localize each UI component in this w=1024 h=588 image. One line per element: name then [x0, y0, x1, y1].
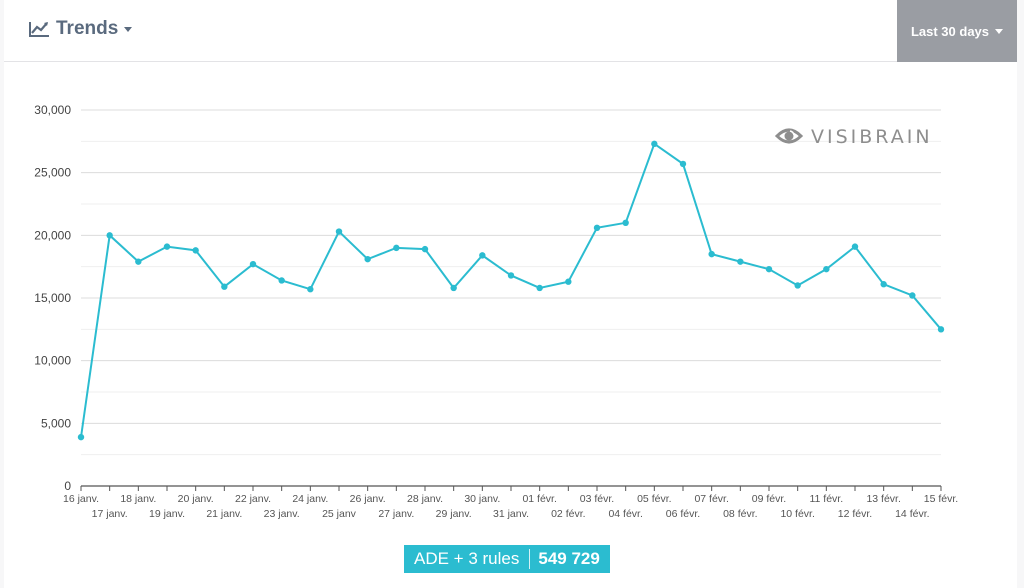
trends-title: Trends [56, 18, 119, 39]
date-range-button[interactable]: Last 30 days [897, 0, 1017, 62]
data-point[interactable] [708, 250, 715, 258]
x-tick-label: 07 févr. [694, 493, 728, 505]
data-point[interactable] [851, 243, 859, 250]
x-tick-label: 08 févr. [723, 508, 757, 520]
line-chart-icon [28, 20, 50, 38]
data-point[interactable] [909, 292, 916, 299]
data-point[interactable] [221, 283, 228, 290]
data-point[interactable] [163, 243, 171, 250]
x-tick-label: 11 févr. [809, 493, 843, 505]
data-point[interactable] [565, 278, 572, 285]
data-point[interactable] [192, 247, 199, 254]
x-tick-label: 10 févr. [780, 508, 814, 520]
x-tick-label: 19 janv. [149, 508, 185, 520]
date-range-label: Last 30 days [910, 23, 990, 39]
x-tick-label: 26 janv. [350, 493, 386, 505]
watermark-text: VISIBRAIN [811, 126, 933, 148]
x-tick-label: 21 janv. [206, 508, 242, 520]
x-tick-label: 17 janv. [92, 508, 128, 520]
total-badge: ADE + 3 rules 549 729 [404, 545, 610, 573]
y-tick-label: 20,000 [34, 228, 71, 242]
data-point[interactable] [593, 224, 601, 232]
data-point[interactable] [765, 265, 773, 273]
data-point[interactable] [507, 272, 515, 279]
y-tick-label: 0 [64, 479, 71, 493]
series-line [80, 142, 942, 438]
data-point[interactable] [479, 252, 486, 259]
data-point[interactable] [278, 277, 285, 284]
chevron-down-icon [995, 28, 1004, 34]
x-tick-label: 15 févr. [924, 493, 958, 505]
x-tick-label: 06 févr. [666, 508, 700, 520]
trend-line-chart: 0 5,000 10,000 15,000 20,000 25,000 30,000 16 … [34, 103, 958, 520]
x-tick-label: 04 févr. [608, 508, 642, 520]
data-point[interactable] [823, 265, 830, 273]
y-tick-label: 30,000 [34, 103, 71, 117]
x-tick-label: 24 janv. [292, 493, 328, 505]
x-tick-label: 13 févr. [866, 493, 900, 505]
x-tick-label: 01 févr. [522, 493, 556, 505]
x-tick-label: 03 févr. [580, 493, 614, 505]
chevron-down-icon [124, 26, 133, 32]
x-tick-label: 29 janv. [436, 508, 472, 520]
data-point[interactable] [679, 160, 687, 168]
x-tick-label: 28 janv. [407, 493, 443, 505]
x-tick-label: 16 janv. [63, 493, 99, 505]
y-tick-label: 10,000 [34, 354, 71, 368]
data-point[interactable] [249, 260, 257, 268]
data-point[interactable] [106, 232, 113, 239]
data-point[interactable] [880, 281, 887, 288]
y-tick-label: 25,000 [34, 166, 71, 180]
trends-card: Trends Last 30 days 0 5,000 10,000 15,000 20… [4, 0, 1017, 588]
x-tick-label: 22 janv. [235, 493, 271, 505]
data-point[interactable] [364, 255, 371, 263]
data-point[interactable] [536, 284, 543, 292]
x-tick-label: 20 janv. [178, 493, 214, 505]
x-tick-label: 18 janv. [120, 493, 156, 505]
data-point[interactable] [737, 258, 744, 265]
x-tick-label: 02 févr. [551, 508, 585, 520]
x-tick-label: 23 janv. [264, 508, 300, 520]
data-point[interactable] [393, 244, 400, 252]
data-point[interactable] [651, 140, 658, 148]
x-tick-label: 31 janv. [493, 508, 529, 520]
x-tick-label: 27 janv. [378, 508, 414, 520]
data-point[interactable] [794, 282, 801, 289]
visibrain-watermark: VISIBRAIN [774, 126, 933, 148]
data-point[interactable] [622, 219, 629, 226]
trends-dropdown[interactable]: Trends [28, 16, 133, 42]
data-point[interactable] [307, 286, 314, 293]
y-tick-label: 5,000 [41, 416, 71, 430]
x-tick-label: 30 janv. [464, 493, 500, 505]
data-point[interactable] [450, 284, 457, 292]
badge-label: ADE + 3 rules [414, 549, 520, 568]
badge-divider [529, 549, 531, 569]
y-tick-label: 15,000 [34, 291, 71, 305]
data-point[interactable] [335, 228, 343, 235]
data-point[interactable] [421, 245, 429, 253]
x-tick-label: 12 févr. [838, 508, 872, 520]
data-point[interactable] [77, 433, 85, 441]
x-tick-label: 25 janv [322, 508, 357, 520]
x-tick-label: 14 févr. [895, 508, 929, 520]
data-point[interactable] [135, 258, 142, 265]
x-tick-label: 09 févr. [752, 493, 786, 505]
eye-logo-icon [774, 128, 804, 144]
badge-value: 549 729 [538, 549, 600, 568]
data-point[interactable] [937, 326, 945, 333]
x-tick-label: 05 févr. [637, 493, 671, 505]
card-header: Trends Last 30 days [4, 0, 1017, 62]
